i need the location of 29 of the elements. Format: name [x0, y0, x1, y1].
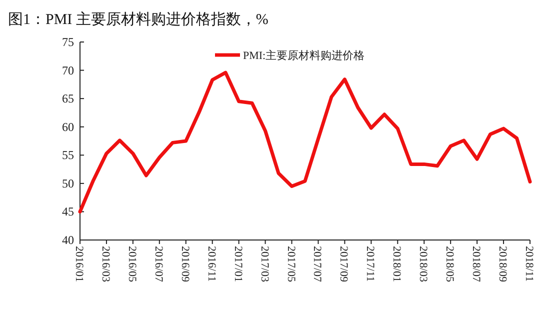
x-tick-label: 2017/05: [284, 246, 297, 283]
x-tick-label: 2016/01: [73, 246, 85, 282]
x-tick-label: 2016/05: [126, 246, 138, 283]
y-tick-label: 40: [62, 233, 74, 247]
legend-label: PMI:主要原材料购进价格: [243, 49, 365, 62]
x-tick-label: 2018/05: [444, 246, 456, 283]
x-tick-label: 2016/03: [99, 246, 112, 283]
line-series: [78, 70, 532, 214]
y-tick-label: 70: [62, 63, 74, 78]
x-tick-label: 2018/03: [417, 246, 430, 283]
x-tick-label: 2017/11: [364, 246, 376, 282]
x-tick-label: 2017/07: [311, 246, 324, 283]
chart-title: 图1：PMI 主要原材料购进价格指数，%: [8, 11, 268, 28]
y-tick-label: 55: [62, 148, 74, 162]
y-tick-label: 45: [62, 204, 74, 219]
x-tick-label: 2016/07: [152, 246, 164, 283]
x-tick-label: 2017/03: [258, 246, 270, 283]
y-tick-label: 60: [62, 120, 74, 134]
x-tick-label: 2016/11: [205, 246, 218, 282]
y-tick-label: 65: [62, 92, 74, 106]
x-tick-label: 2018/11: [523, 246, 535, 282]
x-tick-label: 2017/01: [232, 246, 244, 282]
x-tick-label: 2016/09: [178, 246, 191, 283]
x-tick-label: 2018/07: [470, 246, 482, 283]
x-tick-label: 2018/01: [390, 246, 403, 282]
x-tick-label: 2017/09: [338, 246, 350, 283]
x-tick-label: 2018/09: [496, 246, 509, 283]
y-tick-label: 50: [62, 176, 74, 190]
y-tick-label: 75: [62, 35, 74, 49]
